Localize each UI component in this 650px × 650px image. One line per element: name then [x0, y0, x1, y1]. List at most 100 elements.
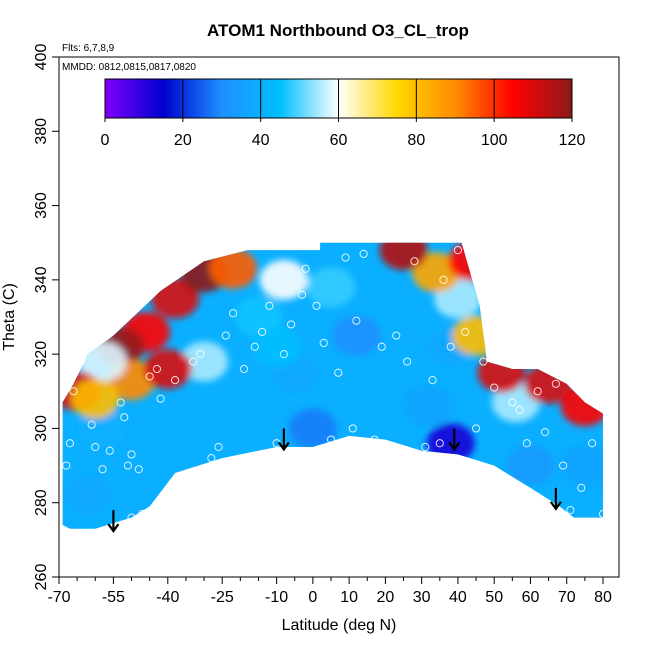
sample-point	[319, 338, 328, 348]
colorbar-tick-label: 20	[174, 132, 192, 149]
sample-point	[377, 342, 386, 351]
sample-point	[312, 301, 321, 310]
sample-point	[98, 465, 107, 474]
sample-point	[62, 461, 71, 470]
sample-point	[598, 509, 608, 518]
ozone-cell	[288, 408, 337, 449]
colorbar-tick-label: 0	[101, 132, 110, 149]
ozone-cell	[180, 341, 229, 382]
sample-point	[522, 439, 531, 448]
sample-point	[145, 372, 154, 381]
y-tick-label: 380	[33, 118, 50, 145]
sample-point	[76, 357, 85, 366]
ozone-cell	[234, 297, 283, 337]
sample-point	[428, 376, 437, 385]
sample-point	[403, 357, 412, 366]
ozone-cell	[252, 326, 301, 367]
sample-point	[497, 342, 506, 351]
ozone-cell	[64, 475, 113, 516]
ozone-cell	[71, 378, 120, 419]
y-tick-label: 340	[33, 266, 50, 293]
ozone-cell	[412, 252, 461, 293]
sample-point	[279, 350, 288, 359]
sample-point	[287, 320, 296, 329]
sample-point	[566, 506, 575, 515]
sample-point	[134, 465, 143, 474]
sample-point	[410, 257, 419, 266]
colorbar: 0 20 40 60 80 100 120	[101, 78, 585, 149]
sample-point	[152, 364, 162, 374]
sample-point	[515, 405, 524, 414]
ozone-cell	[259, 259, 308, 300]
sample-point	[297, 290, 307, 299]
colorbar-tick-label: 60	[330, 132, 348, 149]
x-tick-label: 20	[377, 589, 395, 606]
sample-point	[439, 275, 448, 284]
ozone-cell	[143, 349, 192, 389]
y-tick-label: 400	[33, 44, 50, 71]
sample-point	[87, 420, 96, 429]
x-axis-label: Latitude (deg N)	[282, 617, 397, 634]
ozone-cell	[560, 445, 604, 486]
ozone-cell	[404, 386, 453, 427]
sample-point	[446, 342, 455, 351]
arrow-marker	[549, 487, 562, 511]
sample-point	[127, 513, 136, 522]
sample-point	[170, 376, 180, 385]
y-tick-label: 360	[33, 192, 50, 219]
x-tick-label: -70	[47, 589, 70, 606]
arrow-marker	[277, 428, 290, 452]
sample-point	[196, 350, 205, 359]
colorbar-tick-label: 80	[407, 132, 425, 149]
sample-point	[508, 398, 517, 407]
axes: -70 -55 -40 -25 -10 0 10 20 30 40 50 60 70 80 260 280 30…	[33, 44, 612, 606]
sample-point	[490, 383, 499, 392]
sample-point	[533, 387, 542, 396]
sample-point	[559, 461, 568, 470]
arrow-markers	[107, 428, 562, 534]
ozone-cell	[506, 445, 555, 486]
sample-point	[123, 461, 133, 470]
sample-point	[250, 342, 259, 351]
sample-point	[421, 442, 430, 452]
sample-point	[359, 249, 368, 258]
x-tick-label: 80	[594, 589, 612, 606]
x-tick-label: 60	[522, 589, 540, 606]
arrow-marker	[448, 428, 461, 452]
x-tick-label: 0	[308, 589, 317, 606]
x-tick-label: 70	[558, 589, 576, 606]
sample-point	[257, 327, 267, 336]
sample-point	[105, 446, 114, 455]
x-tick-label: -10	[265, 589, 288, 606]
sample-point	[453, 246, 463, 255]
sample-point	[471, 424, 481, 433]
sample-point	[239, 364, 249, 374]
sample-point	[326, 435, 336, 444]
sample-point	[352, 316, 361, 325]
x-tick-label: -40	[156, 589, 179, 606]
sample-point	[341, 253, 350, 262]
ozone-cell	[452, 315, 501, 356]
sample-point	[91, 442, 100, 452]
arrow-marker	[107, 510, 120, 534]
ozone-cell	[379, 242, 428, 271]
sample-point	[116, 398, 125, 407]
sample-point	[69, 387, 78, 396]
ozone-cell	[332, 315, 381, 356]
sample-points	[62, 246, 608, 522]
sample-point	[120, 413, 129, 422]
sample-point	[214, 442, 223, 452]
flights-label: Flts: 6,7,8,9	[62, 43, 115, 54]
sample-point	[588, 439, 597, 448]
sample-point	[265, 301, 274, 310]
ozone-cell	[78, 408, 127, 449]
dates-label: MMDD: 0812,0815,0817,0820	[62, 62, 196, 73]
sample-point	[577, 483, 586, 492]
ozone-cell	[307, 267, 355, 308]
sample-point	[348, 424, 357, 433]
x-tick-label: -55	[102, 589, 125, 606]
x-tick-label: 10	[340, 589, 358, 606]
sample-point	[551, 379, 560, 388]
sample-point	[435, 439, 444, 448]
